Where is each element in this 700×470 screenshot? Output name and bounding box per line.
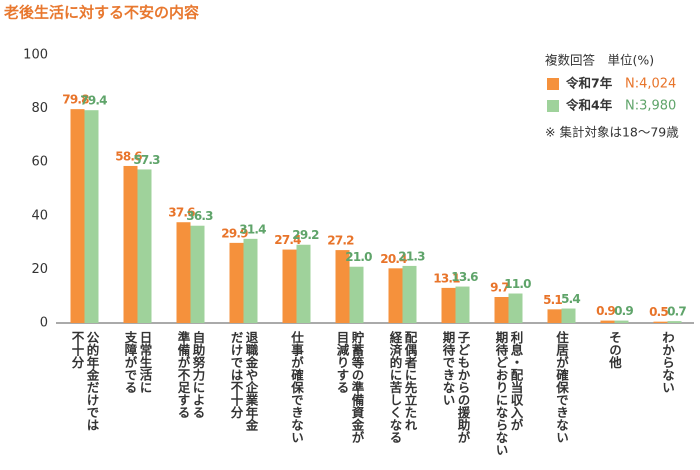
legend-swatch	[547, 78, 559, 90]
bar	[561, 308, 576, 323]
bar	[614, 320, 629, 323]
y-tick-label: 100	[23, 48, 48, 63]
bar	[296, 244, 311, 323]
value-label: 36.3	[186, 209, 213, 223]
bar	[667, 321, 682, 323]
legend-swatch	[547, 100, 559, 112]
value-label: 0.9	[596, 304, 615, 318]
x-tick-label: 配偶者に先立たれ 経済的に苦しくなる	[387, 331, 418, 444]
value-label: 21.0	[345, 250, 372, 264]
value-label: 21.3	[398, 249, 425, 263]
bar	[455, 286, 470, 323]
value-label: 27.2	[327, 234, 354, 248]
x-tick-label: 自助努力による 準備が不足する	[175, 331, 206, 419]
bar	[176, 222, 191, 323]
bar	[547, 309, 562, 323]
legend-header: 複数回答 単位(%)	[545, 53, 654, 68]
x-tick-label: 退職金や企業年金 だけでは不十分	[228, 331, 259, 431]
bar	[349, 266, 364, 323]
value-label: 0.9	[614, 304, 633, 318]
legend-label: 令和4年	[565, 98, 613, 113]
value-label: 79.8	[62, 93, 89, 107]
y-tick-label: 40	[31, 208, 48, 223]
value-label: 29.9	[221, 226, 248, 240]
bar	[123, 165, 138, 323]
bar	[190, 225, 205, 323]
x-tick-label: 日常生活に 支障がでる	[122, 331, 153, 394]
bar	[70, 109, 85, 323]
bar	[388, 268, 403, 323]
value-label: 58.6	[115, 149, 142, 163]
bar	[243, 238, 258, 323]
bar	[282, 249, 297, 323]
x-tick-label: 仕事が確保できない	[289, 331, 304, 444]
chart-title: 老後生活に対する不安の内容	[3, 4, 199, 22]
value-label: 37.6	[168, 206, 195, 220]
bar	[84, 110, 99, 323]
bar	[600, 320, 615, 323]
value-label: 13.6	[451, 270, 478, 284]
value-label: 0.7	[667, 305, 686, 319]
bar	[441, 287, 456, 323]
bar	[508, 293, 523, 323]
bar	[137, 169, 152, 323]
value-label: 13.1	[433, 271, 460, 285]
x-tick-label: その他	[607, 331, 622, 369]
x-tick-label: 住居が確保できない	[554, 331, 569, 444]
y-tick-label: 80	[31, 101, 48, 116]
value-label: 0.5	[649, 305, 668, 319]
bar	[494, 297, 509, 323]
x-tick-label: 利息・配当収入が 期待どおりにならない	[493, 331, 524, 456]
bar	[229, 242, 244, 323]
value-label: 20.4	[380, 252, 407, 266]
y-tick-label: 60	[31, 155, 48, 170]
value-label: 29.2	[292, 228, 319, 242]
legend-label: 令和7年	[565, 76, 613, 91]
bar	[335, 250, 350, 323]
legend-n: N:4,024	[625, 77, 676, 92]
value-label: 57.3	[133, 153, 160, 167]
value-label: 5.1	[543, 293, 562, 307]
x-tick-label: わからない	[660, 331, 675, 394]
note: ※ 集計対象は18〜79歳	[545, 125, 679, 140]
value-label: 31.4	[239, 222, 266, 236]
value-label: 5.4	[561, 292, 580, 306]
y-tick-label: 0	[40, 316, 48, 331]
bar	[402, 265, 417, 323]
value-label: 11.0	[504, 277, 531, 291]
bar	[653, 321, 668, 323]
x-tick-label: 公的年金だけでは 不十分	[69, 331, 100, 431]
legend-n: N:3,980	[625, 99, 676, 114]
y-tick-label: 20	[31, 262, 48, 277]
value-label: 9.7	[490, 281, 509, 295]
x-tick-label: 貯蓄等の準備資金が 目減りする	[334, 331, 365, 444]
x-tick-label: 子どもからの援助が 期待できない	[440, 331, 471, 444]
value-label: 79.4	[80, 94, 107, 108]
value-label: 27.4	[274, 233, 301, 247]
